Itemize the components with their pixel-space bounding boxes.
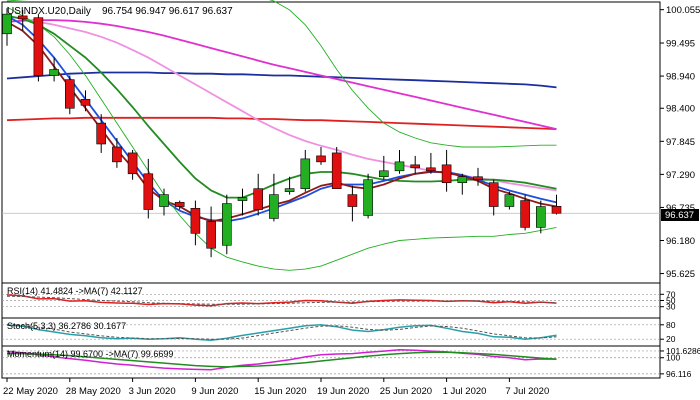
candle-body	[2, 13, 12, 35]
price-tick-label: 95.625	[666, 269, 695, 280]
candle-body	[190, 208, 201, 234]
moving-average-line	[6, 19, 557, 130]
date-tick-label: 1 Jul 2020	[443, 386, 487, 397]
candle-body	[112, 146, 122, 163]
candlesticks	[2, 8, 562, 258]
indicator-line	[6, 324, 557, 341]
date-tick-label: 3 Jun 2020	[129, 386, 176, 397]
price-tick-label: 98.940	[666, 72, 695, 83]
candle-body	[363, 179, 373, 216]
chart-title: USINDX.U20,Daily	[7, 6, 91, 17]
candle-body	[222, 203, 232, 246]
candle-body	[269, 194, 279, 219]
candle-body	[426, 167, 436, 172]
candle-body	[65, 79, 75, 109]
indicator-tick-label: 30	[666, 302, 676, 312]
last-price-box	[661, 209, 699, 221]
date-tick-label: 9 Jun 2020	[191, 386, 238, 397]
indicator-tick-label: 101.6286	[666, 346, 700, 356]
candle-body	[520, 200, 530, 228]
ohlc-readout: 96.754 96.947 96.617 96.637	[102, 6, 233, 17]
indicator-tick-label: 96.116	[666, 369, 692, 379]
price-tick-label: 97.290	[666, 170, 695, 181]
rsi-title: RSI(14) 41.4824 ->MA(7) 42.1127	[7, 286, 143, 296]
moving-average-line	[6, 6, 557, 271]
price-tick-label: 96.735	[666, 203, 695, 214]
candle-body	[174, 202, 185, 207]
candle-body	[394, 161, 405, 172]
price-axis: 100.055 99.495 98.940 98.400 97.845 97.290 96.…	[660, 5, 700, 280]
moving-average-line	[6, 71, 557, 89]
candle-body	[80, 99, 91, 106]
candle-body	[143, 173, 154, 210]
date-tick-label: 22 May 2020	[3, 386, 58, 397]
candle-body	[551, 205, 562, 214]
candle-body	[253, 188, 263, 210]
candle-body	[159, 194, 169, 207]
candle-body	[237, 197, 248, 201]
candle-body	[488, 182, 499, 207]
date-axis: 22 May 2020 28 May 2020 3 Jun 2020 9 Jun 20…	[3, 378, 549, 397]
candle-body	[441, 164, 452, 184]
moving-averages	[6, 0, 557, 271]
candle-body	[49, 69, 59, 76]
moving-average-line	[6, 0, 557, 148]
indicator-line	[6, 324, 557, 340]
candle-body	[127, 152, 138, 175]
price-tick-label: 100.055	[666, 5, 700, 16]
moving-average-line	[6, 15, 557, 223]
indicator-line	[6, 294, 557, 307]
indicator-tick-label: 80	[666, 320, 676, 330]
candle-body	[316, 155, 326, 163]
candle-body	[96, 122, 106, 145]
candle-body	[300, 158, 311, 189]
candle-body	[206, 221, 216, 249]
price-tick-label: 96.180	[666, 236, 695, 247]
candle-body	[331, 152, 342, 189]
date-tick-label: 25 Jun 2020	[380, 386, 432, 397]
price-tick-label: 99.495	[666, 39, 695, 50]
indicator-line	[7, 351, 557, 368]
indicator-line	[6, 295, 557, 305]
price-tick-label: 98.400	[666, 104, 695, 115]
indicator-tick-label: 50	[666, 296, 676, 306]
indicator-tick-label: 70	[666, 289, 676, 299]
candle-body	[410, 164, 421, 169]
candle-body	[457, 176, 468, 184]
candle-body	[535, 206, 546, 228]
stoch-title: Stoch(5,3,3) 36.2786 30.1677	[7, 321, 126, 331]
candle-body	[504, 194, 515, 207]
date-tick-label: 28 May 2020	[66, 386, 121, 397]
date-tick-label: 7 Jul 2020	[505, 386, 549, 397]
candle-body	[473, 176, 483, 181]
price-tick-label: 97.845	[666, 137, 695, 148]
candle-body	[378, 170, 389, 178]
indicator-tick-label: 20	[666, 334, 676, 344]
date-tick-label: 19 Jun 2020	[317, 386, 369, 397]
last-price-label: 96.637	[665, 210, 694, 221]
candle-body	[347, 194, 358, 207]
date-tick-label: 15 Jun 2020	[254, 386, 306, 397]
indicator-tick-label: 100	[666, 353, 680, 363]
candle-body	[284, 188, 295, 192]
momentum-title: Momentum(14) 99.6700 ->MA(7) 99.6699	[7, 349, 173, 359]
candle-body	[33, 17, 44, 76]
candle-body	[17, 15, 28, 20]
momentum-panel	[1, 345, 661, 379]
